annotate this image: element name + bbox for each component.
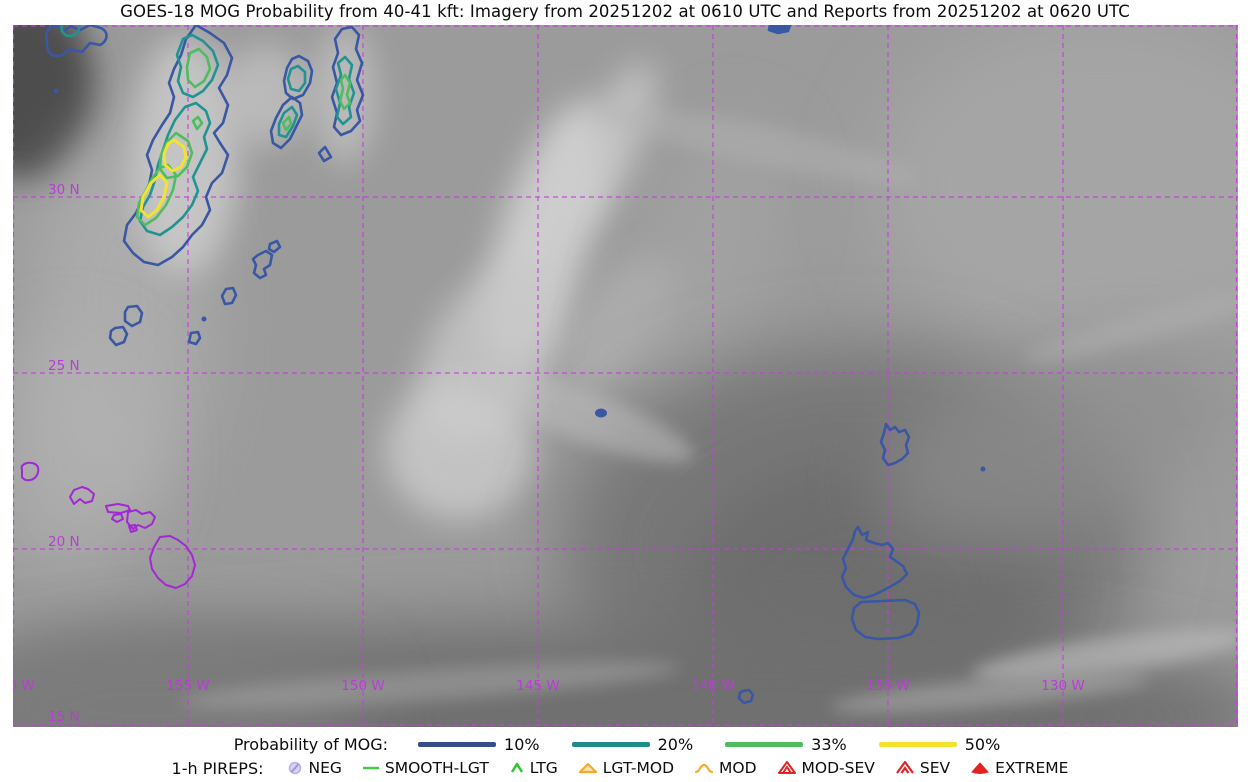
legend-item-20pct: 20% (571, 735, 693, 754)
contour-swatch-33pct (725, 741, 804, 747)
pirep-item-neg: NEG (287, 759, 342, 777)
lgt-mod-triangle-icon (578, 762, 597, 774)
pirep-item-extreme: EXTREME (970, 759, 1068, 777)
legend-item-10pct: 10% (418, 735, 540, 754)
neg-circle-slash-icon (289, 761, 302, 775)
island-kauai (20, 461, 40, 482)
contours-33-percent (135, 47, 352, 227)
legend-item-50pct: 50% (878, 735, 1000, 754)
lat-label-30n: 30 N (48, 182, 80, 198)
hawaii-island-outlines (20, 461, 196, 589)
contour-swatch-10pct (418, 741, 497, 747)
pirep-item-sev: SEV (895, 759, 950, 777)
pirep-item-ltg: LTG (509, 759, 558, 777)
lon-label-145w: 145 W (516, 678, 559, 694)
ltg-caret-icon (510, 762, 523, 773)
pireps-legend-row: 1-h PIREPS: NEG SMOOTH-LGT LTG LGT-M (0, 756, 1250, 780)
cloud-texture (13, 25, 1238, 727)
smooth-line-icon (362, 766, 379, 770)
probability-legend-row: Probability of MOG: 10% 20% 33% 50% (0, 732, 1250, 756)
lon-label-130w: 130 W (1041, 678, 1084, 694)
contours-10-percent (44, 25, 986, 705)
lon-label-140w: 140 W (691, 678, 734, 694)
pirep-item-smooth-lgt: SMOOTH-LGT (362, 759, 489, 777)
probability-legend-label: Probability of MOG: (233, 734, 389, 754)
lon-label-160w: 160 W (0, 678, 35, 694)
lon-label-155w: 155 W (166, 678, 209, 694)
extreme-filled-triangle-icon (971, 762, 989, 774)
lat-label-20n: 20 N (48, 534, 80, 550)
pireps-legend-label: 1-h PIREPS: (171, 758, 264, 778)
satellite-map: 30 N 25 N 20 N 15 N 160 W 155 W 150 W 14… (0, 25, 1250, 727)
island-molokai (105, 503, 131, 514)
contour-swatch-50pct (878, 741, 957, 747)
island-lanai (111, 513, 124, 523)
sev-double-caret-icon (896, 760, 914, 774)
legend-item-33pct: 33% (725, 735, 847, 754)
island-kahoolawe (128, 524, 138, 533)
pirep-item-mod-sev: MOD-SEV (777, 759, 875, 777)
page-title: GOES-18 MOG Probability from 40-41 kft: … (120, 2, 1130, 21)
lat-label-25n: 25 N (48, 358, 80, 374)
island-hawaii-big-island (149, 535, 196, 589)
contour-swatch-20pct (571, 741, 650, 747)
legend: Probability of MOG: 10% 20% 33% 50% 1-h … (0, 729, 1250, 780)
contours-50-percent (139, 138, 188, 219)
contour-10-topleft (44, 25, 108, 58)
contour-10-main-cluster (122, 25, 234, 267)
goes-imagery-canvas: 30 N 25 N 20 N 15 N 160 W 155 W 150 W 14… (0, 25, 1238, 727)
lat-label-15n: 15 N (48, 709, 80, 725)
mod-hump-icon (694, 763, 714, 774)
lon-label-135w: 135 W (866, 678, 909, 694)
map-clip-group: 30 N 25 N 20 N 15 N 160 W 155 W 150 W 14… (0, 25, 1238, 727)
graticule-labels: 30 N 25 N 20 N 15 N 160 W 155 W 150 W 14… (0, 182, 1085, 725)
lon-label-150w: 150 W (341, 678, 384, 694)
island-oahu (69, 486, 95, 505)
mod-sev-triangle-caret-icon (777, 761, 796, 774)
pirep-item-mod: MOD (694, 759, 757, 777)
pirep-item-lgt-mod: LGT-MOD (578, 759, 674, 777)
